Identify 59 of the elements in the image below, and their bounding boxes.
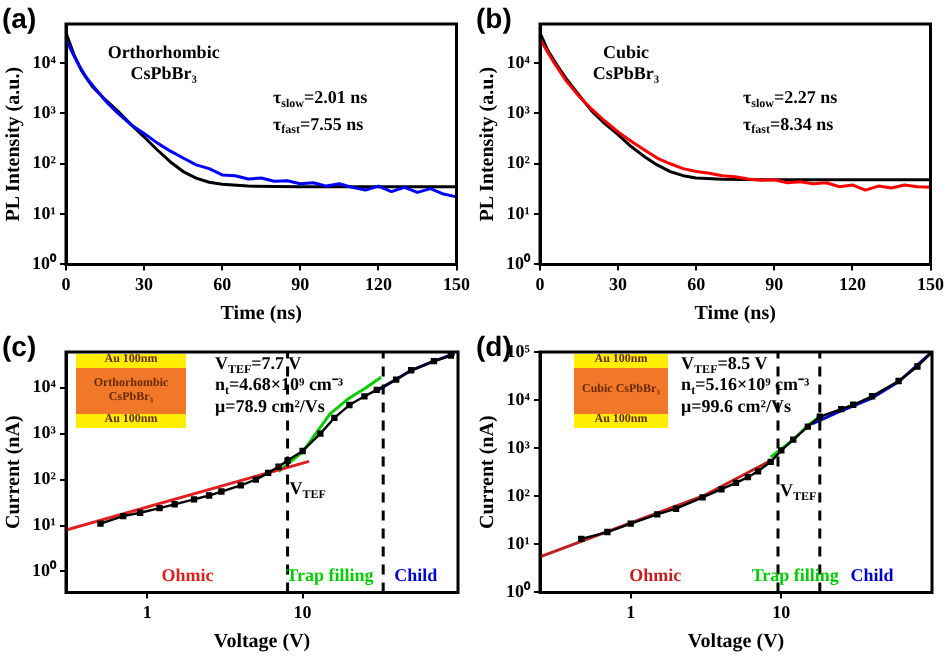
y-tick-label: 10¹: [506, 532, 531, 553]
y-tick-label: 10⁴: [32, 376, 57, 397]
y-tick-label: 10³: [506, 436, 531, 457]
x-axis-title: Time (ns): [694, 303, 776, 326]
y-axis-title: Current (nA): [3, 415, 26, 529]
text: Trap filling: [286, 565, 375, 586]
annotation: Orthorhombic: [107, 41, 220, 62]
annotation: μ=99.6 cm²/Vs: [681, 395, 792, 416]
x-tick-label: 30: [135, 273, 155, 294]
text: Child: [850, 565, 894, 586]
y-axis-title: PL Intensity (a.u.): [477, 66, 500, 222]
y-tick-label: 10³: [506, 102, 531, 123]
x-tick-label: 150: [917, 273, 945, 294]
chart-title: (d): [476, 329, 512, 362]
x-tick-label: 30: [609, 273, 629, 294]
chart-title: (c): [2, 329, 37, 362]
y-tick-label: 10²: [506, 484, 531, 505]
chart-title: (b): [476, 1, 512, 34]
x-tick-label: 150: [443, 273, 471, 294]
x-axis-title: Time (ns): [220, 303, 302, 326]
annotation: CsPbBr₃: [130, 63, 198, 84]
y-tick-label: 10¹: [506, 202, 531, 223]
x-tick-label: 10: [293, 601, 313, 622]
y-tick-label: 10²: [506, 152, 531, 173]
y-tick-label: 10²: [32, 468, 57, 489]
y-axis-title: PL Intensity (a.u.): [3, 66, 26, 222]
y-tick-label: 10⁴: [506, 388, 531, 409]
x-tick-label: 1: [142, 601, 153, 622]
x-tick-label: 0: [535, 273, 546, 294]
y-tick-label: 10¹: [32, 202, 57, 223]
y-tick-label: 10⁰: [506, 253, 532, 274]
x-axis-title: Voltage (V): [687, 631, 785, 654]
x-tick-label: 60: [213, 273, 233, 294]
y-tick-label: 10⁰: [32, 560, 58, 581]
text: Ohmic: [629, 565, 682, 586]
x-tick-label: 0: [61, 273, 72, 294]
y-tick-label: 10³: [32, 422, 57, 443]
x-tick-label: 1: [626, 601, 637, 622]
y-tick-label: 10⁴: [32, 51, 57, 72]
text: Trap filling: [751, 565, 840, 586]
x-tick-label: 90: [765, 273, 785, 294]
x-tick-label: 120: [364, 273, 393, 294]
x-tick-label: 10: [772, 601, 792, 622]
y-tick-label: 10⁰: [506, 581, 532, 602]
annotation: Cubic: [602, 41, 649, 62]
x-tick-label: 90: [291, 273, 311, 294]
x-tick-label: 60: [687, 273, 707, 294]
text: Ohmic: [161, 565, 214, 586]
x-axis-title: Voltage (V): [213, 631, 311, 654]
y-tick-label: 10³: [32, 102, 57, 123]
y-tick-label: 10⁴: [506, 51, 531, 72]
y-tick-label: 10²: [32, 152, 57, 173]
y-axis-title: Current (nA): [477, 415, 500, 529]
y-tick-label: 10⁰: [32, 253, 58, 274]
text: Child: [394, 565, 438, 586]
y-tick-label: 10¹: [32, 514, 57, 535]
annotation: CsPbBr₃: [592, 63, 660, 84]
chart-title: (a): [2, 1, 37, 34]
x-tick-label: 120: [838, 273, 867, 294]
